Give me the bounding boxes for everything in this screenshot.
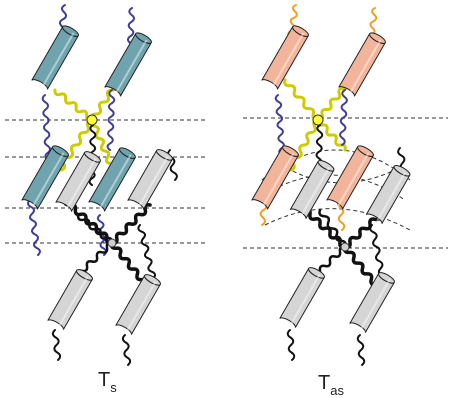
cylinder-highlight — [261, 152, 295, 208]
label-ts: Ts — [98, 369, 117, 395]
cylinder-gray — [127, 149, 173, 210]
black-chain — [121, 334, 132, 366]
cylinder-pink — [261, 25, 309, 90]
blue-chain — [27, 199, 41, 256]
cylinder-pink — [338, 32, 386, 97]
cylinder-blue — [88, 147, 136, 212]
cylinder-highlight — [114, 39, 148, 95]
cylinder-gray — [115, 274, 161, 335]
cylinder-gray — [47, 269, 93, 330]
cylinder-highlight — [137, 156, 169, 208]
cylinder-blue — [21, 145, 69, 210]
cylinder-cap — [119, 147, 136, 159]
cylinder-cap — [135, 32, 152, 44]
black-chain — [110, 203, 152, 245]
cylinder-highlight — [31, 152, 65, 208]
black-chain — [286, 329, 296, 361]
yellow-chain — [316, 118, 347, 152]
blue-chain — [41, 94, 51, 161]
junction-point — [312, 114, 324, 126]
junction-point — [107, 238, 117, 248]
cylinder-cap — [76, 269, 93, 281]
cylinder-cap — [156, 149, 173, 161]
cylinder-highlight — [359, 279, 391, 331]
blue-chain — [106, 89, 116, 151]
black-chain — [51, 329, 62, 361]
cylinder-cap — [292, 25, 309, 37]
cylinder-cap — [52, 145, 69, 157]
cylinder-gray — [349, 272, 395, 333]
cylinder-pink — [326, 145, 374, 210]
junction-point — [86, 114, 98, 126]
cylinder-highlight — [125, 281, 157, 333]
cylinder-gray — [365, 164, 411, 224]
cylinder-gray — [289, 159, 335, 219]
blue-chain — [274, 94, 285, 156]
cylinder-highlight — [300, 167, 330, 217]
junction-point — [340, 242, 350, 252]
cylinder-cap — [84, 151, 101, 163]
cylinder-cap — [378, 272, 395, 284]
cylinder-highlight — [271, 32, 305, 88]
cylinder-highlight — [41, 32, 75, 88]
label-tas: Tas — [318, 372, 344, 398]
yellow-chain — [283, 78, 320, 122]
blue-chain — [339, 89, 348, 146]
cylinder-highlight — [289, 274, 321, 326]
cylinder-highlight — [65, 158, 97, 210]
cylinder-cap — [357, 145, 374, 157]
cylinder-cap — [282, 145, 299, 157]
cylinder-cap — [144, 274, 161, 286]
cylinder-highlight — [376, 172, 406, 222]
black-chain — [356, 334, 366, 366]
cylinder-highlight — [57, 276, 89, 328]
cylinder-cap — [369, 32, 386, 44]
cylinder-highlight — [348, 39, 382, 95]
cylinder-blue — [104, 32, 152, 97]
yellow-chain — [53, 88, 94, 122]
black-chain — [76, 213, 114, 245]
orange-chain — [336, 199, 346, 231]
cylinder-pink — [251, 145, 299, 210]
junction-points — [86, 114, 350, 252]
rod-cylinders — [21, 25, 411, 335]
black-chain — [137, 224, 156, 286]
cylinder-cap — [62, 25, 79, 37]
cylinder-highlight — [336, 152, 370, 208]
cylinder-highlight — [98, 154, 132, 210]
black-chain — [318, 208, 347, 249]
cylinder-gray — [279, 267, 325, 328]
cylinder-cap — [393, 164, 411, 177]
cylinder-gray — [55, 151, 101, 212]
cylinder-blue — [31, 25, 79, 90]
cylinder-cap — [317, 159, 335, 172]
dashed-arc — [264, 208, 411, 231]
cylinder-cap — [308, 267, 325, 279]
